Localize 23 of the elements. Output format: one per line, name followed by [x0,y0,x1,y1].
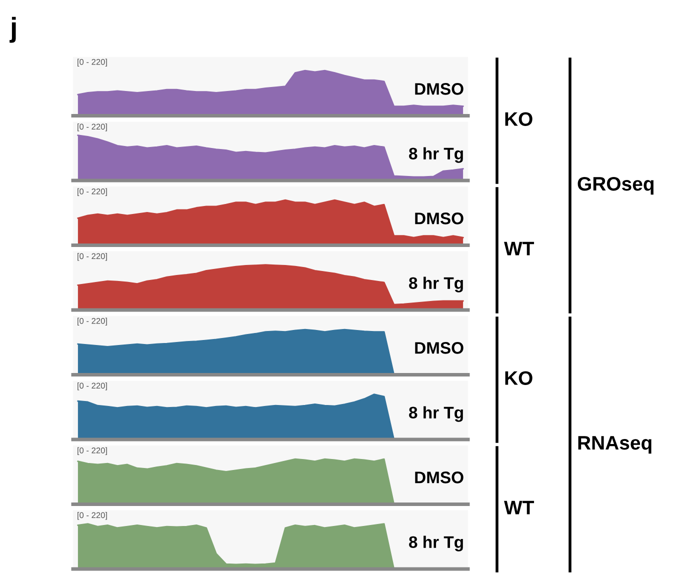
text: [0 - 220] [78,318,107,326]
series-label: DMSO [415,83,464,95]
series-label: DMSO [415,212,464,224]
text: [0 - 220] [78,382,107,390]
text: KO [505,112,532,126]
text: [0 - 220] [78,188,107,196]
text: KO [505,371,532,385]
text: GROseq [578,176,654,195]
chart-title: j [10,16,16,43]
text: [0 - 220] [78,58,107,67]
series-label: 8 hr Tg [409,406,463,422]
series-label: 8 hr Tg [409,536,463,552]
text: RNAseq [578,436,652,454]
text: [0 - 220] [78,512,107,520]
series-label: DMSO [415,472,464,484]
series-label: 8 hr Tg [409,147,463,163]
series-label: 8 hr Tg [409,276,463,292]
text: [0 - 220] [78,447,107,456]
series-label: DMSO [415,342,464,354]
text: WT [504,242,534,256]
text: WT [504,500,534,514]
text: [0 - 220] [78,253,107,261]
text: [0 - 220] [78,124,107,132]
